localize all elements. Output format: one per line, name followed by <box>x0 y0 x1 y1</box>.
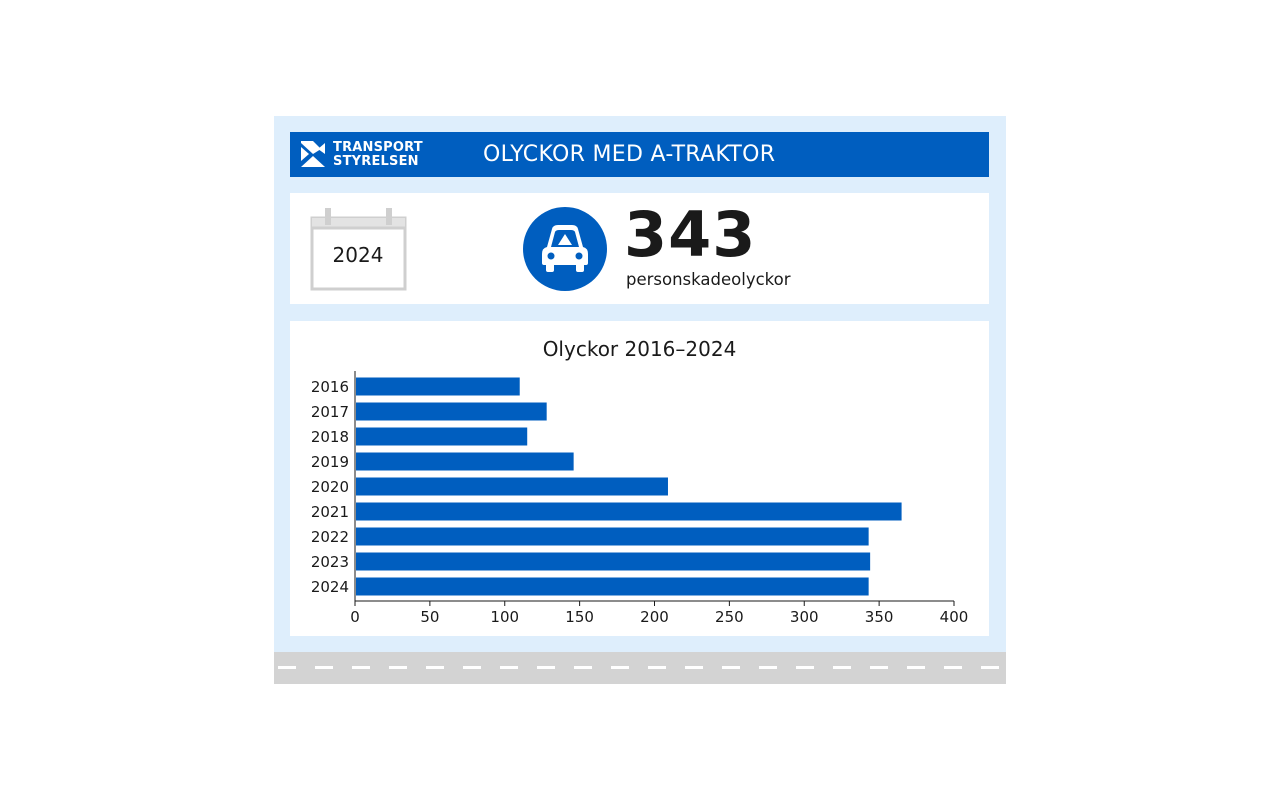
x-tick-label-50: 50 <box>420 608 439 626</box>
infographic-card: TRANSPORT STYRELSEN OLYCKOR MED A-TRAKTO… <box>274 116 1006 684</box>
logo-line-2: STYRELSEN <box>333 153 419 169</box>
y-tick-label-2018: 2018 <box>311 428 349 446</box>
y-tick-label-2020: 2020 <box>311 478 349 496</box>
x-tick-label-350: 350 <box>865 608 894 626</box>
x-tick-label-250: 250 <box>715 608 744 626</box>
chart-title: Olyckor 2016–2024 <box>542 337 737 361</box>
bar-2017 <box>356 402 547 421</box>
x-tick-label-400: 400 <box>940 608 969 626</box>
x-tick-label-100: 100 <box>490 608 519 626</box>
y-tick-label-2022: 2022 <box>311 528 349 546</box>
y-tick-label-2021: 2021 <box>311 503 349 521</box>
y-tick-label-2023: 2023 <box>311 553 349 571</box>
bar-2020 <box>356 477 668 496</box>
logo-mark-icon <box>301 141 325 167</box>
header-bar: TRANSPORT STYRELSEN OLYCKOR MED A-TRAKTO… <box>290 132 989 177</box>
calendar-year: 2024 <box>332 243 384 267</box>
chart-panel: Olyckor 2016–2024 2016 2017 2018 2019 2020 20… <box>290 321 989 636</box>
x-tick-label-300: 300 <box>790 608 819 626</box>
page-title: OLYCKOR MED A-TRAKTOR <box>483 142 776 167</box>
x-tick-label-0: 0 <box>350 608 360 626</box>
y-tick-label-2016: 2016 <box>311 378 349 396</box>
bar-2023 <box>356 552 871 571</box>
road-decoration <box>274 652 1006 684</box>
bar-2021 <box>356 502 902 521</box>
transportstyrelsen-logo: TRANSPORT STYRELSEN <box>300 140 423 170</box>
bar-2019 <box>356 452 574 471</box>
logo-text: TRANSPORT STYRELSEN <box>333 141 423 168</box>
y-tick-label-2017: 2017 <box>311 403 349 421</box>
kpi-panel: 2024 343 personskadeolyckor <box>290 193 989 304</box>
bar-2024 <box>356 577 869 596</box>
bar-2016 <box>356 377 520 396</box>
x-tick-label-200: 200 <box>640 608 669 626</box>
bar-2018 <box>356 427 528 446</box>
calendar-icon <box>310 208 407 291</box>
accident-count: 343 <box>624 198 757 271</box>
y-tick-label-2019: 2019 <box>311 453 349 471</box>
logo-line-1: TRANSPORT <box>333 140 423 155</box>
road-dashed-line <box>274 666 1006 669</box>
x-tick-label-150: 150 <box>565 608 594 626</box>
accident-count-label: personskadeolyckor <box>626 270 791 289</box>
y-tick-label-2024: 2024 <box>311 578 349 596</box>
car-icon <box>523 207 607 291</box>
bar-2022 <box>356 527 869 546</box>
